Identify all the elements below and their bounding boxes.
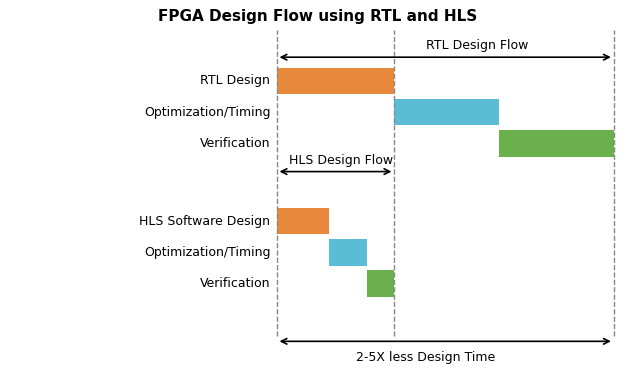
Text: HLS Design Flow: HLS Design Flow [289,154,394,167]
Text: Verification: Verification [200,137,270,150]
Text: RTL Design: RTL Design [200,74,270,87]
Text: HLS Software Design: HLS Software Design [139,214,270,228]
Text: Optimization/Timing: Optimization/Timing [144,246,270,259]
Bar [277,68,394,94]
Bar [329,239,367,266]
Text: FPGA Design Flow using RTL and HLS: FPGA Design Flow using RTL and HLS [158,9,478,24]
Bar [394,99,499,125]
Text: Optimization/Timing: Optimization/Timing [144,106,270,119]
Text: Verification: Verification [200,277,270,290]
Bar [367,270,394,297]
Bar [277,208,329,234]
Bar [499,130,614,157]
Text: RTL Design Flow: RTL Design Flow [426,39,529,52]
Text: 2-5X less Design Time: 2-5X less Design Time [357,351,495,364]
